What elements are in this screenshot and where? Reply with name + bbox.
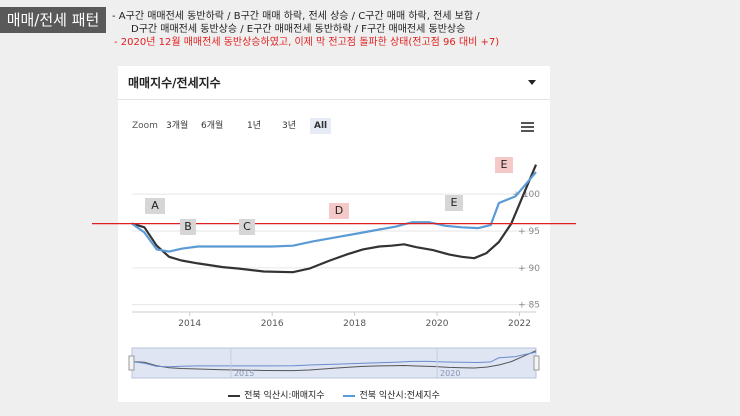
line-chart: + 85 + 90 + 95 + 100 2014 2016 2018 2020 2022 201… bbox=[128, 164, 540, 379]
segment-label-d: D bbox=[329, 203, 349, 219]
zoom-1y-button[interactable]: 1년 bbox=[247, 121, 262, 131]
chevron-down-icon[interactable] bbox=[528, 80, 536, 85]
section-tag: 매매/전세 패턴 bbox=[0, 7, 106, 33]
y-tick-label: + 90 bbox=[518, 264, 540, 274]
navigator-handle-left[interactable] bbox=[128, 355, 135, 371]
x-tick-label: 2018 bbox=[343, 319, 366, 329]
legend-item-jeonse[interactable]: 전북 익산시:전세지수 bbox=[343, 391, 440, 401]
zoom-all-button[interactable]: All bbox=[310, 118, 332, 134]
series-line-jeonse bbox=[131, 171, 537, 253]
x-tick-label: 2016 bbox=[261, 319, 284, 329]
segment-label-f: E bbox=[495, 157, 513, 173]
x-tick-label: 2014 bbox=[178, 319, 201, 329]
chart-legend: 전북 익산시:매매지수 전북 익산시:전세지수 bbox=[118, 388, 550, 401]
segment-label-b: B bbox=[180, 219, 196, 235]
navigator-tick-label: 2015 bbox=[234, 369, 254, 378]
x-tick-label: 2020 bbox=[426, 319, 449, 329]
navigator-window bbox=[131, 347, 537, 379]
legend-item-sale[interactable]: 전북 익산시:매매지수 bbox=[228, 391, 325, 401]
navigator-handle-right[interactable] bbox=[533, 355, 540, 371]
navigator-series bbox=[131, 350, 537, 372]
bullet-line-3: - 2020년 12월 매매전세 동반상승하였고, 이제 막 전고점 돌파한 상… bbox=[114, 37, 500, 48]
chart-title: 매매지수/전세지수 bbox=[128, 76, 221, 90]
segment-label-c: C bbox=[239, 219, 255, 235]
description-bullets: - A구간 매매전세 동반하락 / B구간 매매 하락, 전세 상승 / C구간… bbox=[112, 10, 499, 49]
y-tick-label: + 100 bbox=[512, 190, 540, 200]
zoom-3y-button[interactable]: 3년 bbox=[282, 121, 297, 131]
zoom-label: Zoom bbox=[132, 121, 158, 131]
x-tick-label: 2022 bbox=[508, 319, 531, 329]
zoom-6m-button[interactable]: 6개월 bbox=[201, 121, 224, 131]
zoom-3m-button[interactable]: 3개월 bbox=[166, 121, 189, 131]
y-tick-label: + 85 bbox=[518, 301, 540, 311]
bullet-line-2: D구간 매매전세 동반상승 / E구간 매매전세 동반하락 / F구간 매매전세… bbox=[131, 24, 466, 35]
segment-label-a: A bbox=[145, 198, 165, 214]
y-tick-label: + 95 bbox=[518, 227, 540, 237]
bullet-line-1: - A구간 매매전세 동반하락 / B구간 매매 하락, 전세 상승 / C구간… bbox=[112, 11, 480, 22]
divider bbox=[118, 99, 550, 100]
series-line-sale bbox=[131, 164, 538, 274]
navigator-series bbox=[131, 351, 537, 368]
navigator-tick-label: 2020 bbox=[440, 369, 460, 378]
segment-label-e: E bbox=[445, 195, 463, 211]
hamburger-menu-icon[interactable] bbox=[521, 122, 534, 134]
chart-panel: 매매지수/전세지수 Zoom 3개월 6개월 1년 3년 All + 85 + 9… bbox=[118, 66, 550, 402]
